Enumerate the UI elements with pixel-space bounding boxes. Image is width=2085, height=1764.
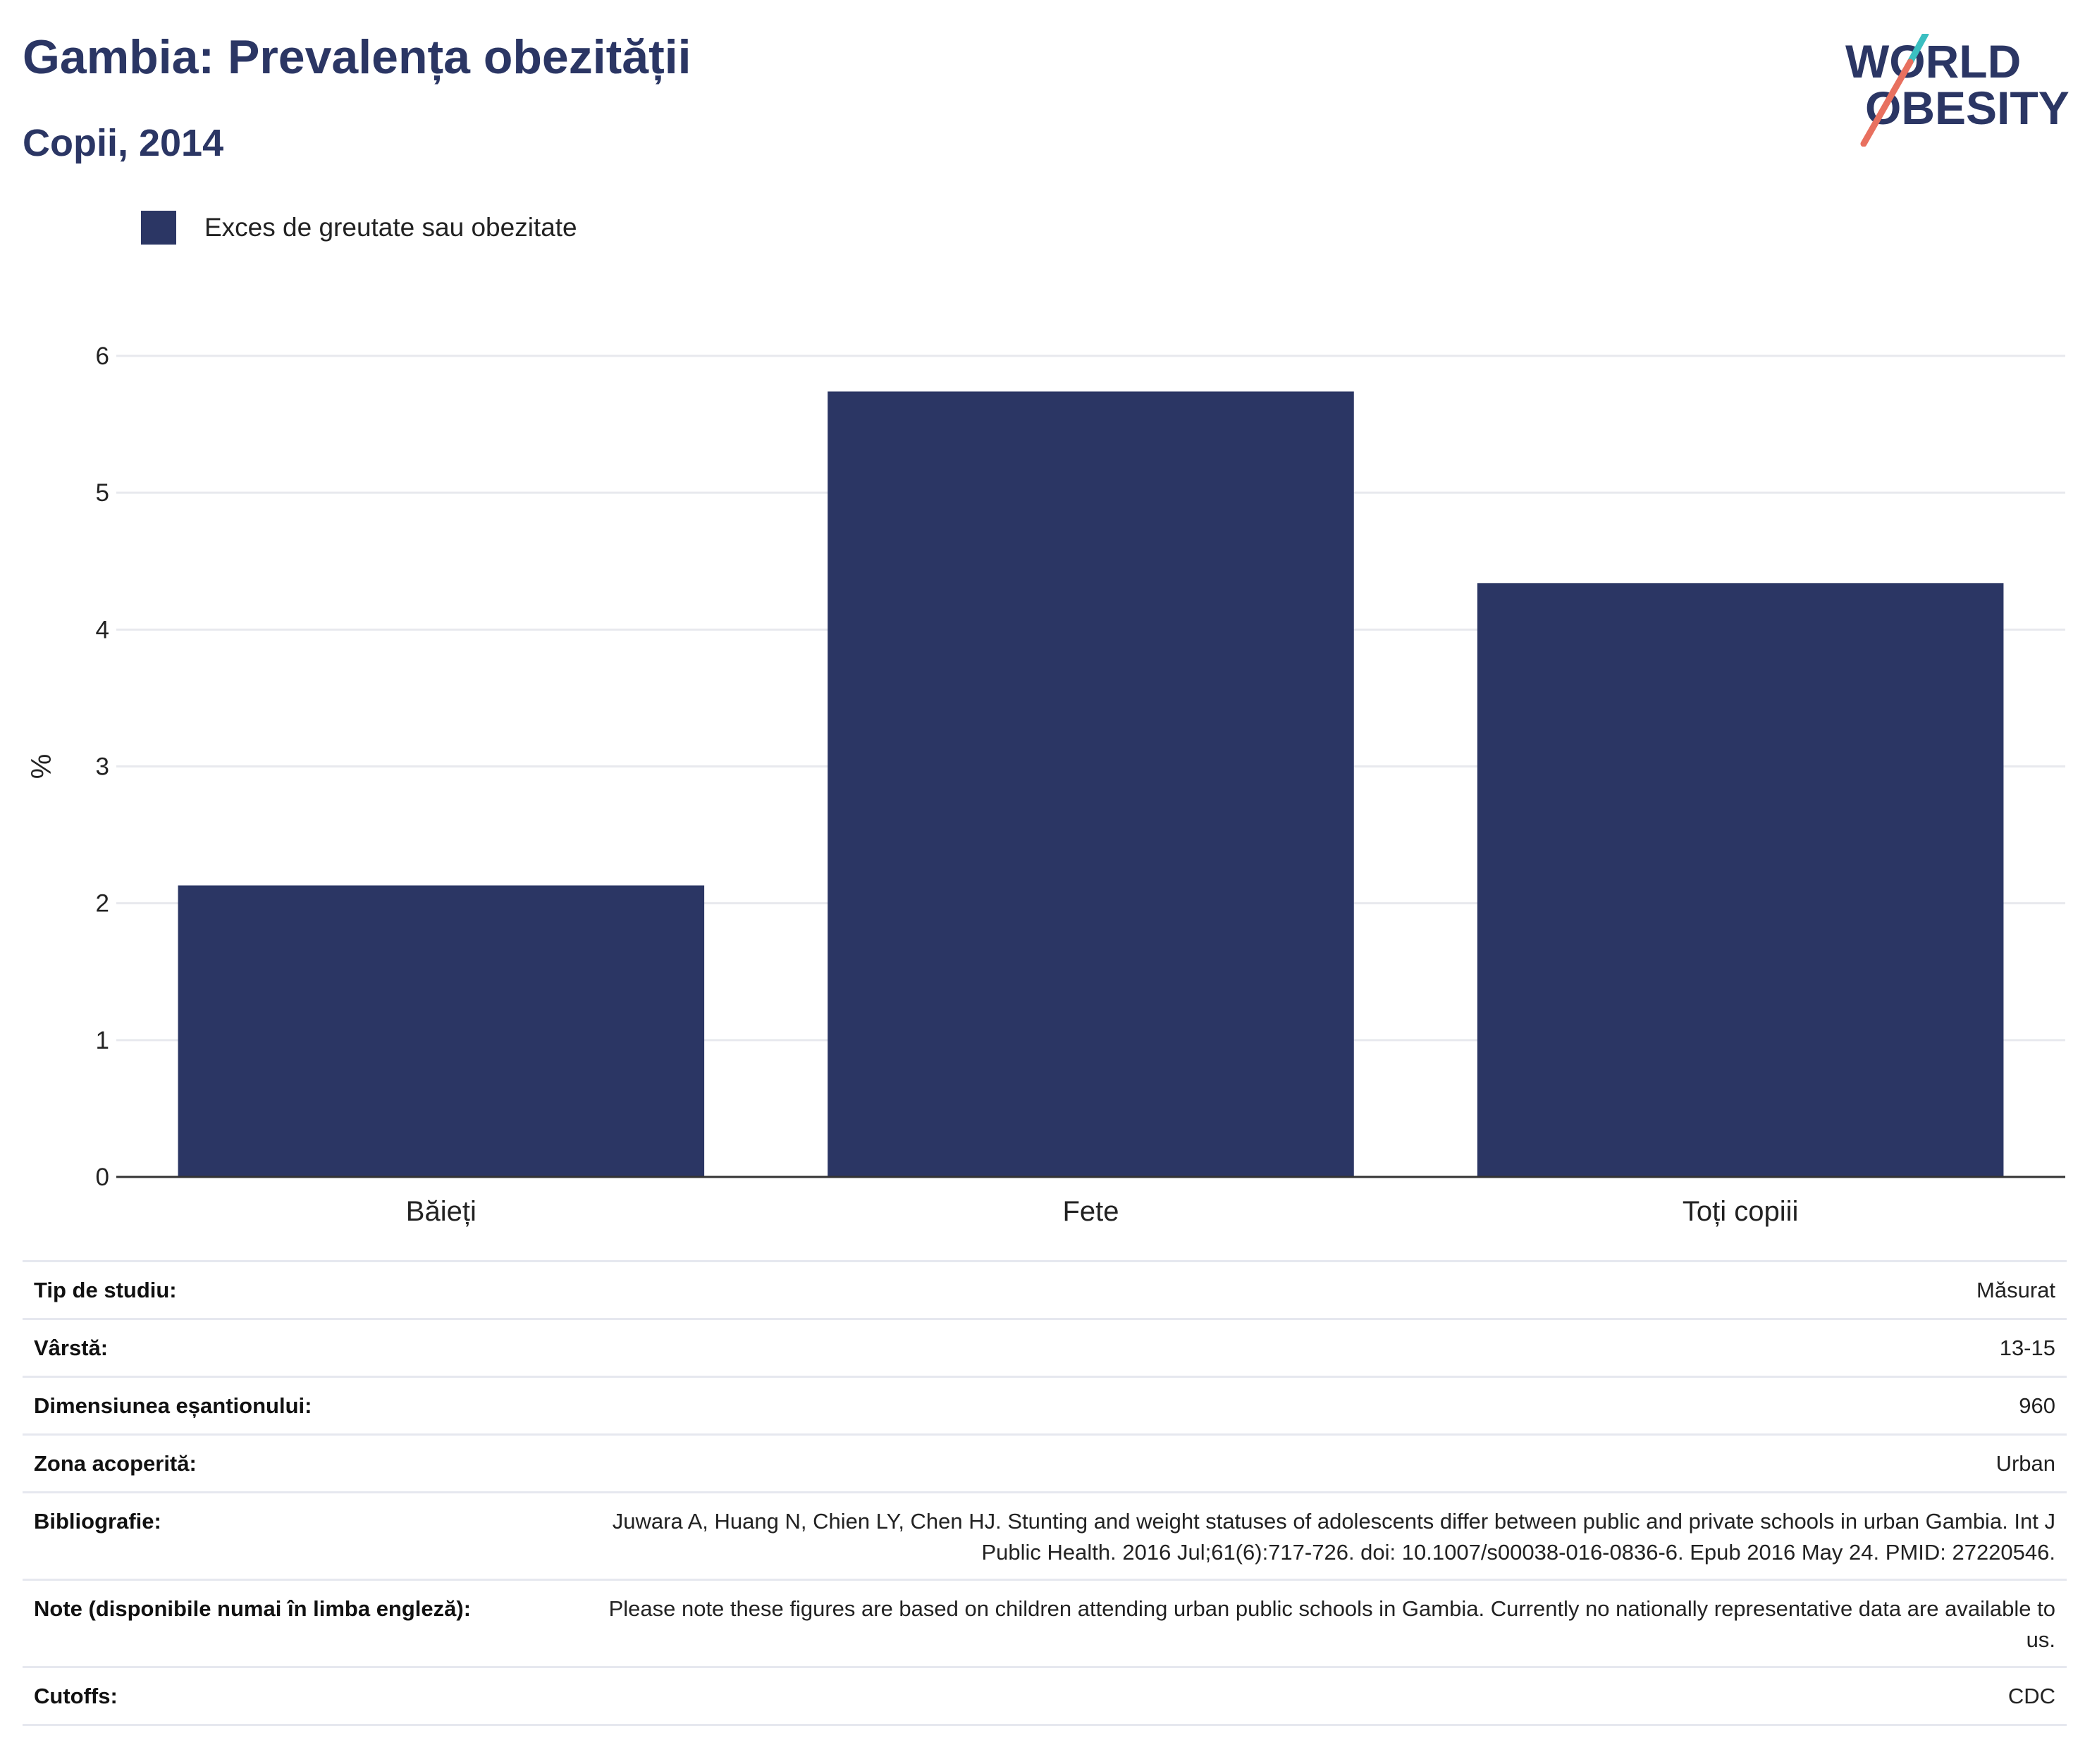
- chart-title: Gambia: Prevalența obezității: [23, 30, 691, 84]
- y-tick-label: 5: [96, 479, 109, 507]
- info-key: Zona acoperită:: [34, 1451, 197, 1476]
- legend-swatch: [141, 211, 176, 245]
- y-tick-label: 1: [96, 1027, 109, 1054]
- info-row: Note (disponibile numai în limba engleză…: [23, 1579, 2067, 1667]
- logo-slash-bottom: [1860, 58, 1914, 147]
- info-row: Tip de studiu: Măsurat: [23, 1261, 2067, 1319]
- info-row: Zona acoperită: Urban: [23, 1434, 2067, 1493]
- info-row: Vârstă: 13-15: [23, 1319, 2067, 1377]
- logo-line2: OBESITY: [1865, 82, 2069, 134]
- legend-label: Exces de greutate sau obezitate: [204, 213, 577, 242]
- info-row: Cutoffs: CDC: [23, 1667, 2067, 1725]
- y-tick-label: 3: [96, 753, 109, 781]
- bar: [178, 885, 705, 1177]
- chart-subtitle: Copii, 2014: [23, 122, 224, 164]
- y-axis-title: %: [26, 754, 57, 779]
- world-obesity-logo: WORLD OBESITY: [1845, 34, 2069, 147]
- info-row: Bibliografie: Juwara A, Huang N, Chien LY…: [23, 1492, 2067, 1580]
- x-tick-label: Băieți: [406, 1196, 476, 1227]
- info-value: 960: [2019, 1393, 2055, 1418]
- y-tick-label: 4: [96, 616, 109, 643]
- info-key: Cutoffs:: [34, 1684, 118, 1708]
- info-value: Please note these figures are based on c…: [608, 1596, 2055, 1652]
- info-value: Măsurat: [1976, 1278, 2055, 1302]
- bar: [1477, 583, 2004, 1177]
- info-value: 13-15: [1999, 1336, 2055, 1360]
- bar-chart: 0 1 2 3 4 5 6 Băieți Fete Toți copiii%: [26, 343, 2065, 1227]
- axis-labels: 0 1 2 3 4 5 6 Băieți Fete Toți copiii%: [26, 343, 1798, 1227]
- logo-slash-top: [1907, 34, 1929, 66]
- info-value: CDC: [2007, 1684, 2055, 1708]
- info-key: Note (disponibile numai în limba engleză…: [34, 1596, 472, 1621]
- bars: [178, 391, 2004, 1177]
- info-key: Bibliografie:: [34, 1509, 161, 1534]
- info-key: Vârstă:: [34, 1336, 109, 1360]
- x-tick-label: Fete: [1062, 1196, 1119, 1227]
- info-key: Tip de studiu:: [34, 1278, 177, 1302]
- x-tick-label: Toți copiii: [1683, 1196, 1799, 1227]
- info-key: Dimensiunea eșantionului:: [34, 1393, 312, 1418]
- y-tick-label: 0: [96, 1164, 109, 1191]
- info-value: Juwara A, Huang N, Chien LY, Chen HJ. St…: [612, 1509, 2055, 1565]
- study-info-table: Tip de studiu: Măsurat Vârstă: 13-15 Dimensi…: [23, 1260, 2067, 1726]
- legend[interactable]: Exces de greutate sau obezitate: [141, 210, 577, 245]
- y-tick-label: 6: [96, 343, 109, 370]
- info-row: Dimensiunea eșantionului: 960: [23, 1376, 2067, 1435]
- logo-line1: WORLD: [1845, 35, 2021, 87]
- bar: [828, 391, 1354, 1177]
- y-tick-label: 2: [96, 890, 109, 918]
- info-value: Urban: [1995, 1451, 2055, 1476]
